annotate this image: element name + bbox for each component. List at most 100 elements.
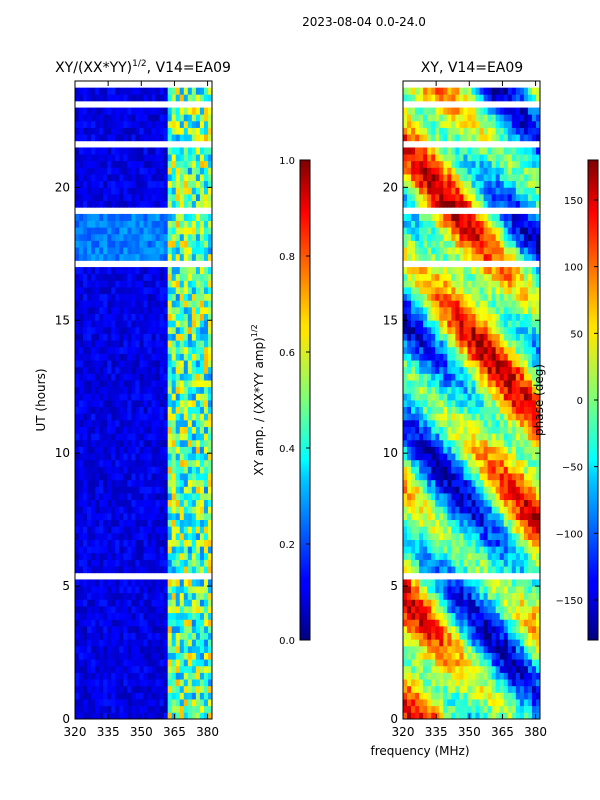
heatmap-cell xyxy=(187,180,193,188)
heatmap-cell xyxy=(199,114,205,122)
heatmap-cell xyxy=(423,619,428,627)
heatmap-cell xyxy=(495,413,501,421)
heatmap-cell xyxy=(75,459,80,467)
heatmap-cell xyxy=(459,612,464,620)
heatmap-cell xyxy=(471,559,476,567)
heatmap-cell xyxy=(195,453,201,461)
heatmap-cell xyxy=(503,539,509,547)
heatmap-cell xyxy=(147,340,152,348)
heatmap-cell xyxy=(87,526,92,534)
heatmap-cell xyxy=(199,154,205,162)
heatmap-cell xyxy=(407,566,412,574)
heatmap-cell xyxy=(99,94,104,102)
heatmap-cell xyxy=(179,632,185,640)
heatmap-cell xyxy=(87,612,92,620)
heatmap-cell xyxy=(115,193,120,202)
heatmap-cell xyxy=(507,486,513,494)
heatmap-cell xyxy=(123,160,128,168)
heatmap-cell xyxy=(459,353,464,361)
heatmap-cell xyxy=(79,147,84,155)
heatmap-cell xyxy=(419,705,424,713)
heatmap-cell xyxy=(107,479,112,487)
heatmap-cell xyxy=(507,499,513,507)
heatmap-cell xyxy=(199,413,205,421)
heatmap-cell xyxy=(175,559,181,567)
heatmap-cell xyxy=(199,532,205,540)
heatmap-cell xyxy=(91,174,96,182)
heatmap-cell xyxy=(195,326,201,334)
heatmap-cell xyxy=(407,380,412,388)
heatmap-cell xyxy=(79,559,84,567)
heatmap-cell xyxy=(147,180,152,188)
heatmap-cell xyxy=(187,220,193,228)
heatmap-cell xyxy=(199,592,205,600)
heatmap-cell xyxy=(483,552,489,560)
heatmap-cell xyxy=(143,559,148,567)
heatmap-cell xyxy=(195,187,201,195)
heatmap-cell xyxy=(195,373,201,381)
heatmap-cell xyxy=(95,699,100,707)
heatmap-cell xyxy=(127,413,132,421)
heatmap-cell xyxy=(159,645,165,653)
heatmap-cell xyxy=(139,672,144,680)
heatmap-cell xyxy=(179,94,185,102)
heatmap-cell xyxy=(79,625,84,634)
heatmap-cell xyxy=(155,380,161,388)
heatmap-cell xyxy=(175,346,181,354)
heatmap-cell xyxy=(163,167,169,175)
heatmap-cell xyxy=(423,526,428,534)
heatmap-cell xyxy=(79,127,84,135)
heatmap-cell xyxy=(159,360,165,368)
heatmap-cell xyxy=(411,699,416,707)
heatmap-cell xyxy=(99,672,104,680)
heatmap-cell xyxy=(507,645,513,653)
heatmap-cell xyxy=(203,213,209,221)
heatmap-cell xyxy=(447,346,452,354)
heatmap-cell xyxy=(103,413,108,421)
heatmap-cell xyxy=(171,313,177,321)
heatmap-cell xyxy=(167,413,173,421)
heatmap-cell xyxy=(183,120,189,128)
heatmap-cell xyxy=(119,419,124,427)
heatmap-cell xyxy=(183,433,189,441)
heatmap-cell xyxy=(143,147,148,155)
heatmap-cell xyxy=(191,439,197,447)
heatmap-cell xyxy=(107,313,112,321)
heatmap-cell xyxy=(99,400,104,408)
heatmap-cell xyxy=(135,665,140,673)
heatmap-cell xyxy=(203,147,209,155)
heatmap-cell xyxy=(475,705,480,713)
heatmap-cell xyxy=(151,625,156,634)
heatmap-cell xyxy=(203,599,209,607)
heatmap-cell xyxy=(143,253,148,261)
heatmap-cell xyxy=(107,353,112,361)
heatmap-cell xyxy=(187,612,193,620)
heatmap-cell xyxy=(423,506,428,514)
heatmap-cell xyxy=(479,532,484,540)
heatmap-cell xyxy=(103,625,108,634)
heatmap-cell xyxy=(519,712,525,719)
heatmap-cell xyxy=(183,446,189,454)
heatmap-cell xyxy=(207,486,212,494)
heatmap-cell xyxy=(415,532,420,540)
heatmap-cell xyxy=(471,685,476,693)
heatmap-cell xyxy=(99,333,104,341)
heatmap-cell xyxy=(183,227,189,235)
heatmap-cell xyxy=(439,685,444,693)
heatmap-cell xyxy=(207,94,212,102)
heatmap-cell xyxy=(207,546,212,554)
heatmap-cell xyxy=(419,685,424,693)
heatmap-cell xyxy=(175,459,181,467)
heatmap-cell xyxy=(107,87,112,95)
heatmap-cell xyxy=(115,592,120,600)
heatmap-cell xyxy=(107,253,112,261)
heatmap-cell xyxy=(75,326,80,334)
heatmap-cell xyxy=(471,612,476,620)
heatmap-cell xyxy=(455,466,460,474)
heatmap-cell xyxy=(75,87,80,95)
heatmap-cell xyxy=(199,419,205,427)
heatmap-cell xyxy=(203,592,209,600)
heatmap-cell xyxy=(139,213,144,221)
heatmap-cell xyxy=(423,552,428,560)
